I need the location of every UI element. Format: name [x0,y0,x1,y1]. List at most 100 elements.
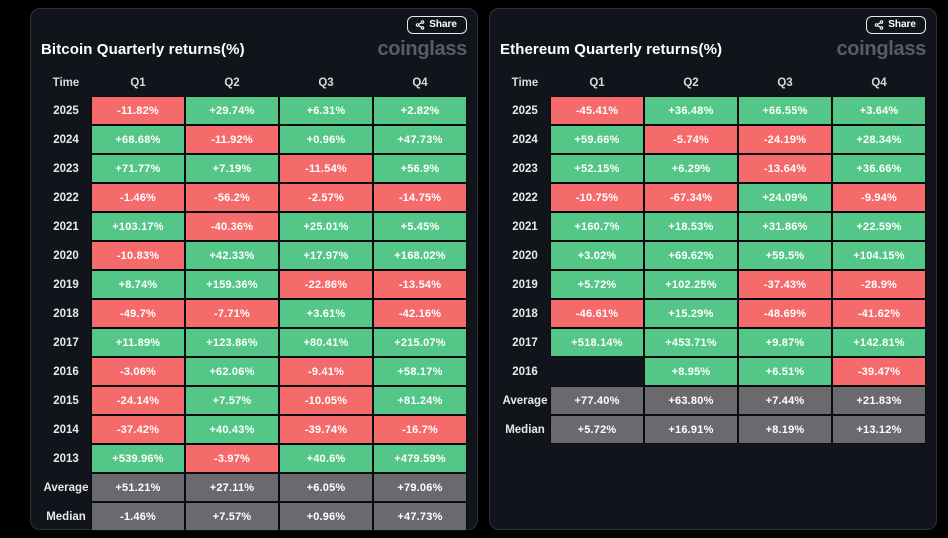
row-label: 2024 [53,133,79,146]
table-row: 2019 +5.72% +102.25% -37.43% -28.9% [500,270,926,299]
column-header: Q3 [777,77,793,89]
row-label: 2020 [512,249,538,262]
column-header: Q2 [683,77,699,89]
return-cell: -42.16% [373,299,467,328]
table-row: 2015 -24.14% +7.57% -10.05% +81.24% [41,386,467,415]
return-cell: +40.43% [185,415,279,444]
return-cell: -41.62% [832,299,926,328]
share-button[interactable]: Share [866,16,926,34]
return-cell: -2.57% [279,183,373,212]
table-row: Average +77.40% +63.80% +7.44% +21.83% [500,386,926,415]
share-button-label: Share [888,19,916,30]
return-cell: +29.74% [185,96,279,125]
return-cell: -13.64% [738,154,832,183]
return-cell: -1.46% [91,502,185,531]
return-cell: +47.73% [373,125,467,154]
return-cell: +518.14% [550,328,644,357]
return-cell: -45.41% [550,96,644,125]
time-column-header: Time [511,77,539,89]
return-cell: +25.01% [279,212,373,241]
return-cell: -10.83% [91,241,185,270]
return-cell: +28.34% [832,125,926,154]
return-cell: +22.59% [832,212,926,241]
return-cell: +24.09% [738,183,832,212]
share-button-label: Share [429,19,457,30]
return-cell: -3.97% [185,444,279,473]
return-cell: +168.02% [373,241,467,270]
return-cell: -22.86% [279,270,373,299]
share-button[interactable]: Share [407,16,467,34]
row-label: 2020 [53,249,79,262]
return-cell: +5.45% [373,212,467,241]
row-label: 2014 [53,423,79,436]
table-row: 2025 -45.41% +36.48% +66.55% +3.64% [500,96,926,125]
return-cell: +42.33% [185,241,279,270]
row-label: 2013 [53,452,79,465]
return-cell: +17.97% [279,241,373,270]
table-row: 2021 +160.7% +18.53% +31.86% +22.59% [500,212,926,241]
table-row: 2013 +539.96% -3.97% +40.6% +479.59% [41,444,467,473]
return-cell: +47.73% [373,502,467,531]
table-row: 2014 -37.42% +40.43% -39.74% -16.7% [41,415,467,444]
return-cell: -16.7% [373,415,467,444]
table-row: 2018 -49.7% -7.71% +3.61% -42.16% [41,299,467,328]
return-cell: +3.61% [279,299,373,328]
return-cell: +79.06% [373,473,467,502]
return-cell: +7.19% [185,154,279,183]
title-row: Ethereum Quarterly returns(%) coinglass [500,37,926,61]
return-cell [550,357,644,386]
return-cell: +215.07% [373,328,467,357]
return-cell: -39.74% [279,415,373,444]
share-row: Share [41,16,467,36]
time-column-header: Time [52,77,80,89]
column-header: Q4 [871,77,887,89]
share-icon [415,20,425,30]
return-cell: -37.43% [738,270,832,299]
row-label: 2016 [512,365,538,378]
table-row: Average +51.21% +27.11% +6.05% +79.06% [41,473,467,502]
return-cell: +52.15% [550,154,644,183]
return-cell: +71.77% [91,154,185,183]
return-cell: -10.05% [279,386,373,415]
return-cell: +5.72% [550,415,644,444]
return-cell: +59.66% [550,125,644,154]
table-row: 2022 -1.46% -56.2% -2.57% -14.75% [41,183,467,212]
return-cell: +0.96% [279,125,373,154]
return-cell: +51.21% [91,473,185,502]
return-cell: -39.47% [832,357,926,386]
return-cell: +160.7% [550,212,644,241]
row-label: 2019 [512,278,538,291]
return-cell: +21.83% [832,386,926,415]
return-cell: +453.71% [644,328,738,357]
row-label: 2025 [53,104,79,117]
return-cell: +6.31% [279,96,373,125]
row-label: Average [43,481,89,494]
return-cell: -49.7% [91,299,185,328]
row-label: 2016 [53,365,79,378]
return-cell: +11.89% [91,328,185,357]
return-cell: -48.69% [738,299,832,328]
return-cell: +40.6% [279,444,373,473]
table-header-row: Time Q1 Q2 Q3 Q4 [41,70,467,96]
return-cell: +31.86% [738,212,832,241]
table-row: 2023 +52.15% +6.29% -13.64% +36.66% [500,154,926,183]
return-cell: +3.64% [832,96,926,125]
return-cell: +6.05% [279,473,373,502]
column-header: Q1 [589,77,605,89]
row-label: 2022 [512,191,538,204]
return-cell: +18.53% [644,212,738,241]
title-row: Bitcoin Quarterly returns(%) coinglass [41,37,467,61]
table-row: 2024 +68.68% -11.92% +0.96% +47.73% [41,125,467,154]
return-cell: +81.24% [373,386,467,415]
table-body: 2025 -11.82% +29.74% +6.31% +2.82% 2024 +68.68… [41,96,467,531]
row-label: 2023 [512,162,538,175]
return-cell: -28.9% [832,270,926,299]
table-row: Median -1.46% +7.57% +0.96% +47.73% [41,502,467,531]
return-cell: +8.19% [738,415,832,444]
row-label: 2025 [512,104,538,117]
table-row: 2020 -10.83% +42.33% +17.97% +168.02% [41,241,467,270]
return-cell: +539.96% [91,444,185,473]
row-label: 2022 [53,191,79,204]
row-label: 2015 [53,394,79,407]
